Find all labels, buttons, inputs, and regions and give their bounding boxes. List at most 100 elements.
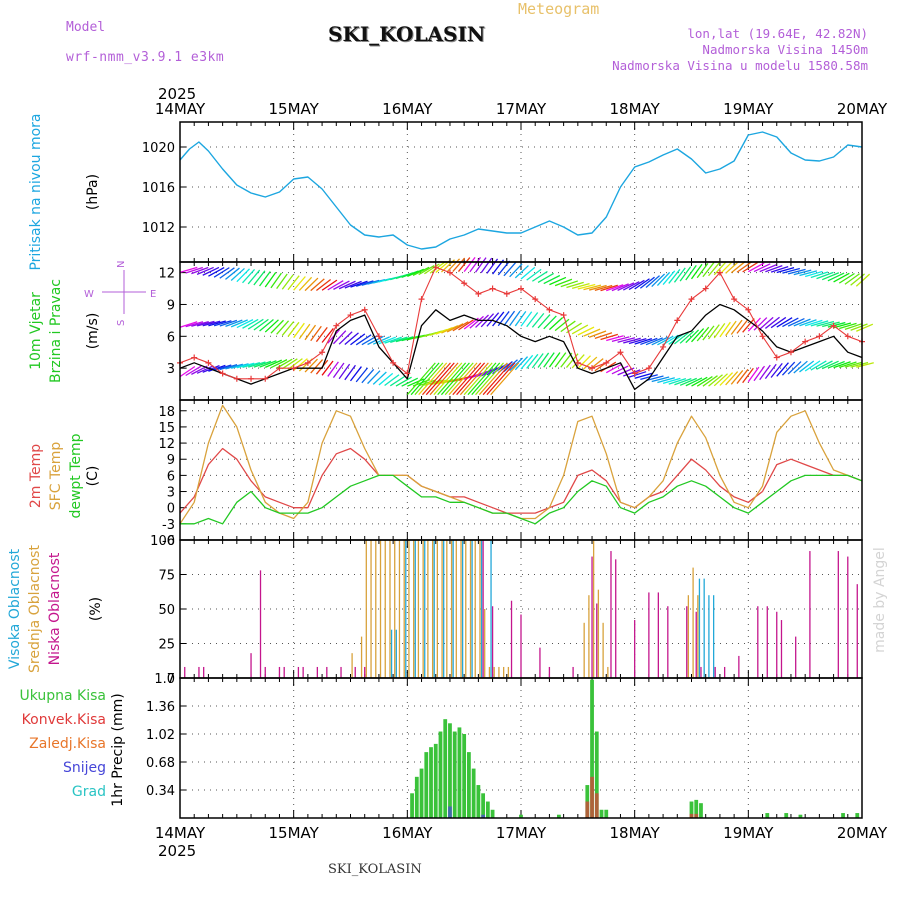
wind-barb xyxy=(782,317,799,328)
wind-barb xyxy=(310,359,324,374)
wind-barb xyxy=(230,267,245,282)
wind-barb xyxy=(478,362,508,396)
point-wind_gust xyxy=(731,296,738,303)
wind-barb xyxy=(372,371,387,385)
wind-barb xyxy=(606,335,624,342)
wind-barb xyxy=(264,319,279,333)
wind-barb xyxy=(467,362,497,396)
date-label-top: 19MAY xyxy=(723,100,774,118)
wind-barb xyxy=(333,280,350,290)
precip-bar-total_precip xyxy=(604,809,609,818)
wind-barb xyxy=(259,360,277,368)
wind-barb xyxy=(259,271,271,287)
wind-barb xyxy=(770,316,787,329)
wind-barb xyxy=(196,320,215,327)
wind-barb xyxy=(446,258,461,273)
wind-barb xyxy=(753,317,768,331)
ytick-label-temperature: 0 xyxy=(167,502,175,517)
wind-barb xyxy=(850,361,869,368)
cloud-unit: (%) xyxy=(88,597,104,621)
wind-barb xyxy=(433,362,463,396)
wind-barb xyxy=(503,310,516,327)
wind-barb xyxy=(338,331,353,345)
wind-barb xyxy=(310,278,325,292)
wind-barb xyxy=(850,323,868,331)
wind-barb xyxy=(492,311,505,327)
year-label-top: 2025 xyxy=(158,85,196,103)
wind-barb xyxy=(208,320,226,327)
ytick-label-precip: 0.68 xyxy=(146,756,175,771)
point-wind_gust xyxy=(645,365,652,372)
wind-barb xyxy=(191,320,209,327)
wind-barb xyxy=(566,322,582,334)
series-sfc xyxy=(179,404,863,525)
wind-barb xyxy=(179,266,198,274)
wind-barb xyxy=(225,267,240,280)
wind-barb xyxy=(600,333,619,341)
wind-barb xyxy=(486,312,500,327)
point-wind_gust xyxy=(361,306,368,313)
point-wind_gust xyxy=(219,370,226,377)
station-title: SKI_KOLASIN xyxy=(328,22,486,46)
wind-barb xyxy=(742,318,755,333)
ytick-label-temperature: 3 xyxy=(167,486,175,501)
wind-barb xyxy=(225,319,243,328)
point-wind_gust xyxy=(546,306,553,313)
wind-barb xyxy=(422,362,451,396)
wind-barb xyxy=(242,268,256,284)
wind-barb xyxy=(532,270,548,282)
wind-barb xyxy=(725,320,737,337)
wind-barb xyxy=(429,379,448,386)
wind-barb xyxy=(293,276,306,291)
point-wind_gust xyxy=(787,349,794,356)
wind-barb xyxy=(844,361,863,368)
meteogram-label: Meteogram xyxy=(518,0,600,18)
wind-barb xyxy=(691,328,705,343)
compass-w: W xyxy=(84,289,94,300)
wind-barb xyxy=(361,368,375,384)
date-label-bottom: 20MAY xyxy=(837,824,888,842)
wind-barb xyxy=(315,326,328,343)
wind-barb xyxy=(293,322,305,339)
wind-barb xyxy=(577,283,596,290)
wind-barb xyxy=(730,319,743,335)
wind-barb xyxy=(208,266,225,277)
point-wind_gust xyxy=(347,312,354,319)
model-label: Model xyxy=(66,20,106,35)
point-wind_gust xyxy=(333,322,340,329)
ytick-label-precip: 1.36 xyxy=(146,700,175,715)
wind-barb xyxy=(645,337,663,346)
wind-barb xyxy=(730,370,744,385)
ytick-label-precip: 1.02 xyxy=(146,728,175,743)
precip-bar-total_precip xyxy=(590,679,594,818)
wind-barb xyxy=(327,280,344,291)
wind-barb xyxy=(822,321,840,328)
point-wind_gust xyxy=(844,333,851,340)
wind-barb xyxy=(628,279,645,291)
watermark: made by Angel xyxy=(872,547,888,653)
temp-ylabel2: SFC Temp xyxy=(48,442,64,511)
date-label-top: 14MAY xyxy=(155,100,206,118)
wind-barb xyxy=(219,364,238,371)
station-bottom-label: SKI_KOLASIN xyxy=(328,862,422,877)
wind-barb xyxy=(634,278,650,290)
wind-barb xyxy=(668,377,687,385)
ytick-label-precip: 0.34 xyxy=(146,784,175,799)
point-wind_gust xyxy=(404,370,411,377)
model-altitude-info: Nadmorska Visina u modelu 1580.58m xyxy=(612,58,868,73)
precip-legend-conv_precip: Konvek.Kisa xyxy=(22,712,106,728)
wind-barb xyxy=(776,266,795,274)
wind-barb xyxy=(656,271,671,287)
precip-bar-total_precip xyxy=(438,731,443,818)
wind-barb xyxy=(503,261,517,277)
temp-ylabel: 2m Temp xyxy=(28,444,44,508)
precip-bar-total_precip xyxy=(424,752,429,818)
wind-barb xyxy=(208,364,226,372)
precip-bar-total_precip xyxy=(410,793,414,818)
precip-bar-total_precip xyxy=(490,809,495,818)
wind-barb xyxy=(444,362,474,396)
point-wind_gust xyxy=(290,365,297,372)
wind-barb xyxy=(611,283,629,292)
wind-barb xyxy=(634,372,653,379)
